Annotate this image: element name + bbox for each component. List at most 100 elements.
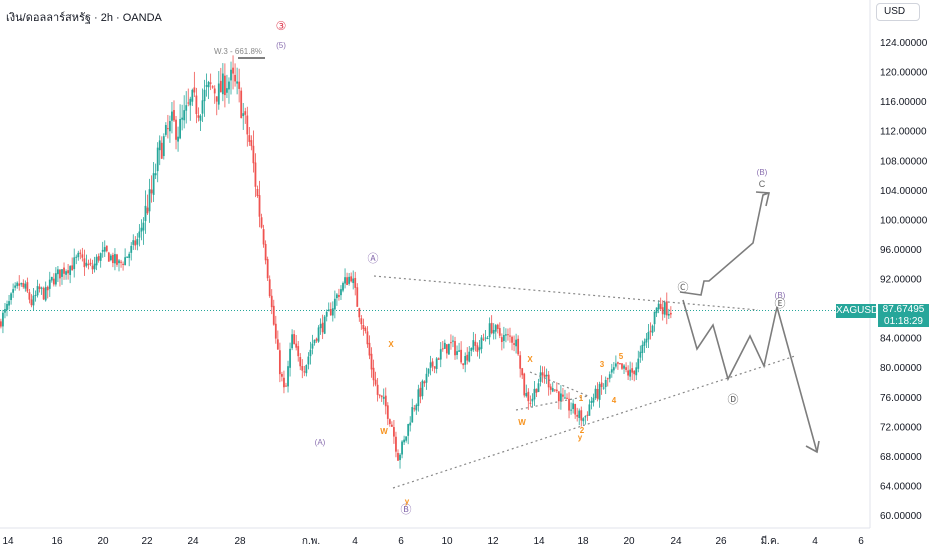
candle-body — [350, 276, 353, 282]
candle-body — [521, 368, 524, 376]
candle-body — [325, 311, 328, 317]
candle-body — [232, 67, 234, 74]
candle-body — [85, 262, 88, 266]
candle-body — [523, 373, 526, 396]
candle-body — [238, 81, 241, 89]
candle-body — [140, 227, 143, 232]
price-tag-symbol: XAGUSD — [836, 304, 879, 318]
candle-body — [270, 295, 273, 308]
projection-path-upper — [679, 192, 770, 296]
candle-body — [454, 341, 456, 356]
candle-body — [166, 128, 169, 130]
candle-body — [354, 277, 357, 288]
candle-body — [470, 348, 473, 352]
candle-body — [213, 88, 216, 94]
candle-body — [631, 368, 634, 373]
candle-body — [331, 308, 334, 316]
candle-body — [553, 389, 556, 391]
candle-body — [490, 322, 493, 334]
candle-body — [443, 342, 446, 349]
candle-body — [69, 266, 72, 275]
candle-body — [633, 370, 636, 375]
candle-body — [34, 294, 37, 296]
candle-body — [600, 382, 603, 388]
candle-body — [352, 278, 355, 284]
candle-body — [478, 347, 481, 351]
candle-body — [531, 398, 534, 402]
candle-body — [647, 331, 650, 340]
candle-body — [586, 414, 589, 416]
candle-body — [138, 231, 141, 238]
wxy-upper-trendline — [529, 371, 589, 397]
x-tick-label: 20 — [623, 536, 635, 547]
candle-body — [97, 256, 100, 261]
candle-body — [413, 408, 416, 410]
candle-body — [132, 240, 135, 245]
candle-body — [535, 388, 538, 393]
candle-body — [427, 368, 430, 374]
x-tick-label: 6 — [398, 536, 404, 547]
candle-body — [464, 356, 467, 365]
wave-label: W — [518, 418, 526, 427]
candle-body — [431, 361, 434, 367]
candle-body — [602, 387, 605, 389]
candle-body — [480, 337, 483, 349]
candle-body — [42, 287, 45, 300]
candle-body — [211, 86, 214, 88]
y-tick-label: 96.00000 — [880, 245, 922, 256]
candle-body — [488, 323, 491, 338]
candle-body — [399, 454, 401, 461]
candle-body — [319, 323, 322, 329]
candle-body — [118, 260, 120, 264]
candle-body — [293, 334, 296, 345]
y-tick-label: 76.00000 — [880, 393, 922, 404]
candle-body — [24, 283, 27, 289]
x-tick-label: 20 — [97, 536, 109, 547]
wave-label: y — [578, 433, 583, 442]
candle-body — [22, 283, 25, 288]
candle-body — [614, 363, 617, 367]
candle-body — [291, 334, 293, 349]
candle-body — [91, 265, 94, 270]
y-tick-label: 100.00000 — [880, 215, 928, 226]
candle-body — [52, 278, 55, 285]
candle-body — [169, 121, 171, 132]
candle-body — [250, 140, 253, 147]
candle-body — [655, 307, 658, 314]
candle-body — [592, 397, 595, 403]
candle-body — [18, 283, 21, 286]
candle-body — [555, 389, 558, 392]
candle-body — [281, 373, 283, 377]
currency-button[interactable]: USD — [876, 3, 920, 21]
candle-body — [226, 88, 228, 93]
candle-body — [433, 366, 436, 369]
candle-body — [16, 282, 19, 287]
candle-body — [513, 343, 515, 345]
candle-body — [492, 329, 495, 334]
wave-label: 1 — [579, 394, 584, 403]
candle-body — [421, 380, 424, 397]
candle-body — [401, 441, 403, 455]
candle-body — [374, 379, 377, 385]
candle-body — [63, 267, 65, 274]
candle-body — [547, 374, 550, 388]
candle-body — [2, 312, 4, 327]
y-tick-label: 80.00000 — [880, 363, 922, 374]
candle-body — [305, 365, 308, 374]
candle-body — [67, 270, 69, 274]
candle-body — [458, 350, 460, 352]
y-tick-label: 124.00000 — [880, 38, 928, 49]
candle-body — [274, 323, 277, 339]
candle-body — [541, 372, 544, 376]
candle-body — [289, 348, 291, 368]
candle-body — [134, 240, 137, 246]
last-price-tag: XAGUSD 87.67495 01:18:29 — [836, 304, 929, 327]
candle-body — [543, 374, 546, 378]
candle-body — [439, 349, 442, 360]
candle-body — [608, 374, 611, 379]
wave-label: Ⓑ — [401, 503, 412, 516]
candle-body — [203, 89, 206, 102]
candle-body — [584, 416, 587, 418]
candle-body — [0, 321, 2, 327]
